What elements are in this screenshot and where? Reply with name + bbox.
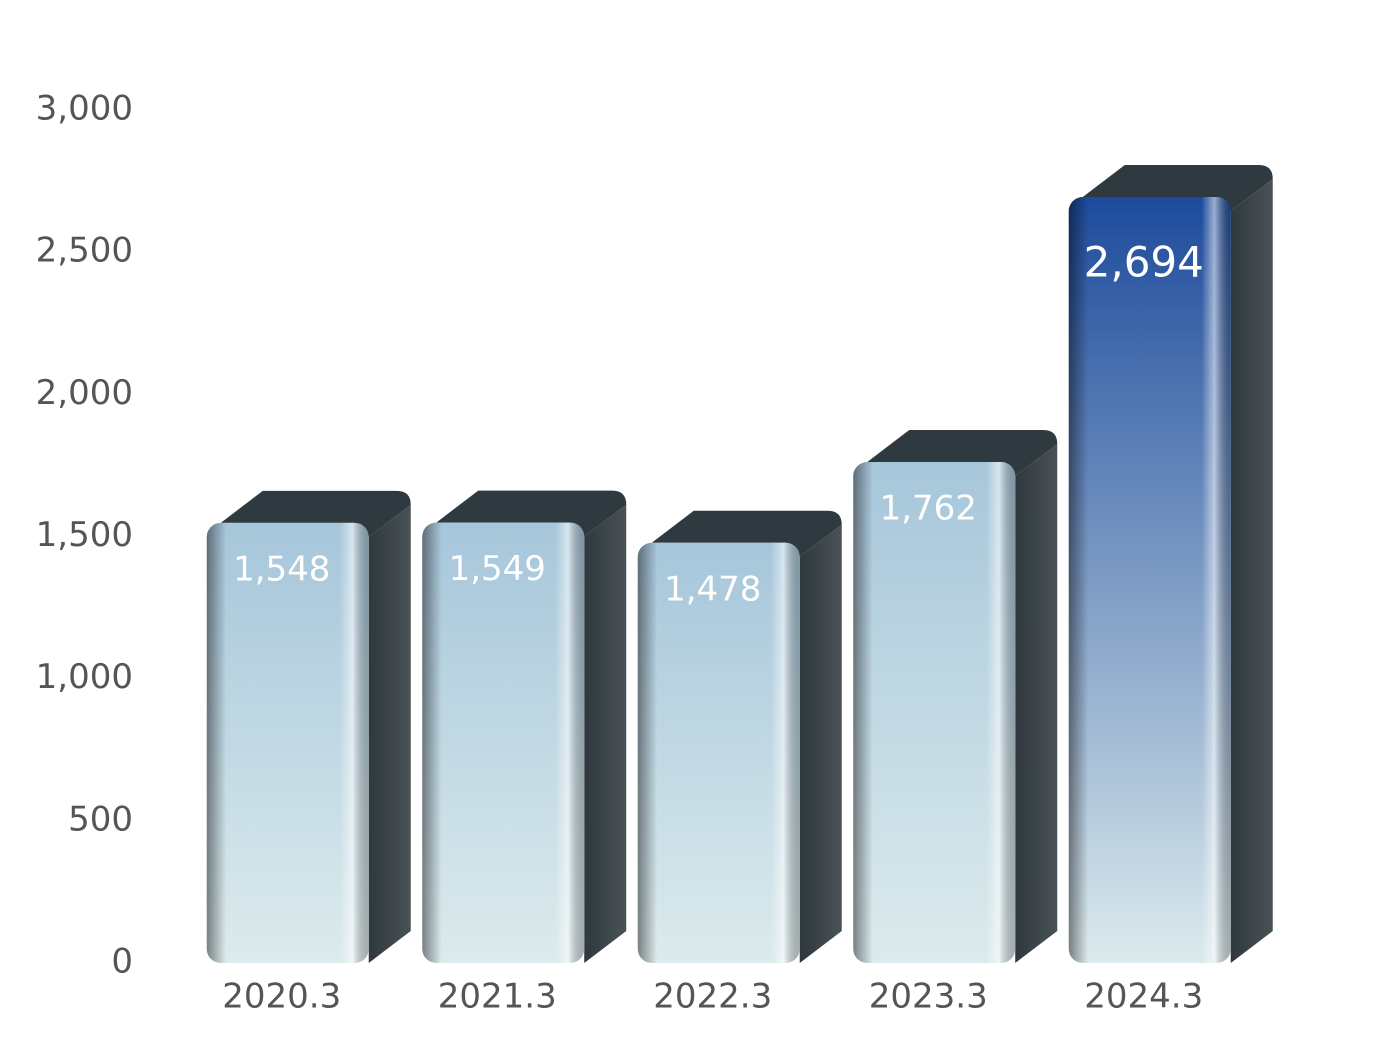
x-tick-label: 2024.3 — [1084, 977, 1203, 1017]
y-tick-label: 3,000 — [36, 89, 133, 129]
bar-side — [1230, 179, 1273, 964]
bar-shine — [637, 542, 800, 963]
y-tick-label: 2,000 — [36, 373, 133, 413]
bar-top — [220, 490, 411, 537]
y-tick-label: 0 — [111, 942, 133, 982]
data-label: 1,762 — [880, 489, 977, 529]
x-tick-label: 2020.3 — [222, 977, 341, 1017]
bar-side — [368, 504, 411, 963]
x-tick-label: 2021.3 — [438, 977, 557, 1017]
data-label: 2,694 — [1084, 238, 1204, 287]
y-tick-label: 1,000 — [36, 657, 133, 697]
y-tick-label: 1,500 — [36, 515, 133, 555]
bar-top — [436, 490, 627, 537]
bar-side — [799, 524, 842, 963]
bar-top — [867, 430, 1058, 477]
bar-side — [584, 504, 627, 963]
y-tick-label: 2,500 — [36, 231, 133, 271]
data-label: 1,478 — [664, 569, 761, 609]
x-tick-label: 2022.3 — [653, 977, 772, 1017]
bar-shine — [206, 522, 369, 963]
data-label: 1,549 — [449, 549, 546, 589]
bar-top — [1082, 165, 1273, 212]
x-tick-label: 2023.3 — [869, 977, 988, 1017]
bar-top — [651, 510, 842, 557]
y-tick-label: 500 — [68, 799, 133, 839]
bar-shine — [1068, 197, 1231, 964]
bar-shine — [422, 522, 585, 963]
bar-side — [1015, 444, 1058, 964]
data-label: 1,548 — [233, 549, 330, 589]
bar-shine — [853, 462, 1016, 963]
